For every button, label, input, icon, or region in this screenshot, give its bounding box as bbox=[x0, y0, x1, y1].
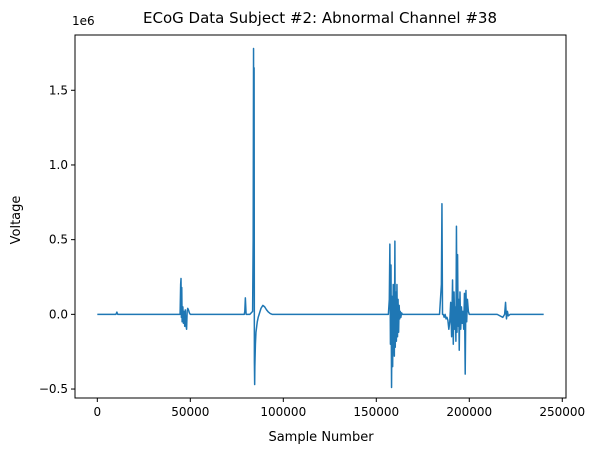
x-tick-label: 250000 bbox=[539, 405, 585, 419]
x-tick-label: 200000 bbox=[446, 405, 492, 419]
y-axis-title: Voltage bbox=[9, 196, 24, 245]
axes-frame bbox=[74, 34, 567, 399]
axes: 0 50000 100000 150000 200000 250000 −0.5 0.0 0.5… bbox=[39, 34, 585, 419]
x-tick-label: 100000 bbox=[260, 405, 306, 419]
chart-title: ECoG Data Subject #2: Abnormal Channel #… bbox=[143, 9, 497, 27]
plot-area bbox=[97, 47, 544, 389]
y-tick-label: −0.5 bbox=[39, 382, 68, 396]
x-tick-label: 50000 bbox=[171, 405, 209, 419]
x-tick-label: 0 bbox=[93, 405, 101, 419]
series-line-1 bbox=[97, 47, 544, 389]
y-tick-label: 0.0 bbox=[49, 307, 68, 321]
y-tick-label: 1.0 bbox=[49, 158, 68, 172]
y-tick-label: 0.5 bbox=[49, 233, 68, 247]
y-tick-label: 1.5 bbox=[49, 83, 68, 97]
x-axis-title: Sample Number bbox=[268, 430, 374, 445]
x-tick-label: 150000 bbox=[353, 405, 399, 419]
y-offset-label: 1e6 bbox=[72, 14, 95, 28]
